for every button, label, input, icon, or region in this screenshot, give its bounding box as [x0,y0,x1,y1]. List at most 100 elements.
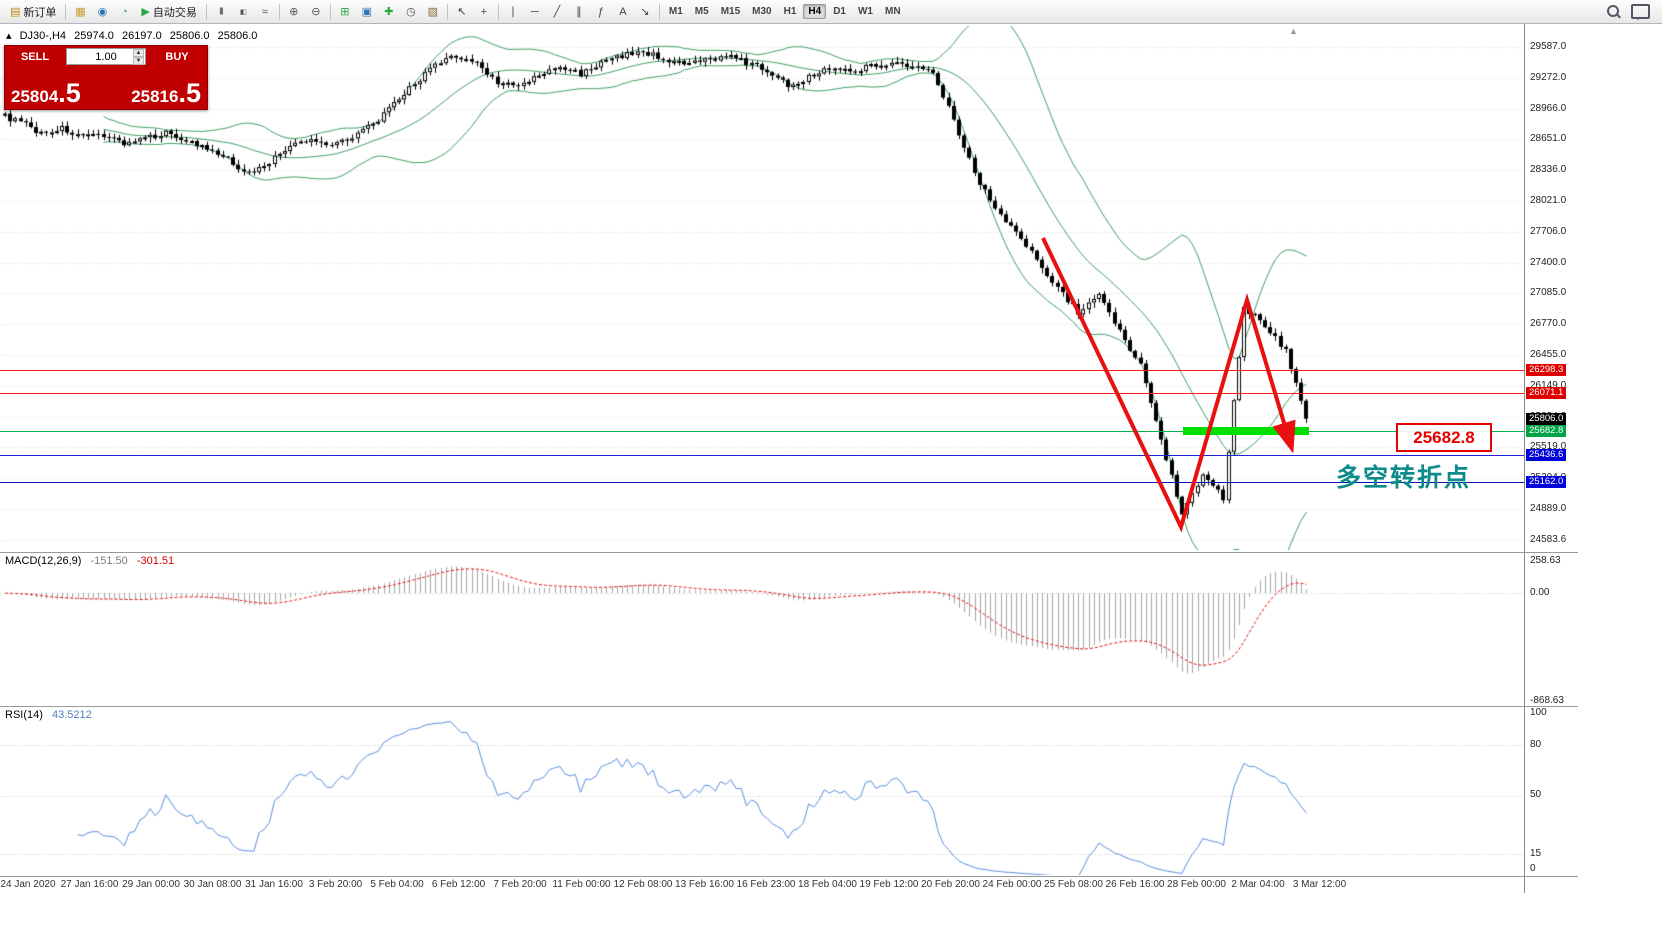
one-click-trade-panel: SELL 1.00 ▲ ▼ BUY 25804 .5 25816 .5 [4,45,208,110]
vertical-line-icon[interactable]: ∣ [510,6,516,18]
volume-spinner: ▲ ▼ [133,49,144,65]
toolbar-separator [497,3,499,20]
accounts-icon[interactable]: ◉ [97,6,108,18]
arrow-tool-icon[interactable]: ↘ [640,6,650,18]
support-line-green[interactable] [0,431,1524,432]
line-chart-mode-icon[interactable]: ≈ [261,5,268,18]
candlestick-mode-icon[interactable]: ▮▯ [240,8,247,16]
toolbar-items: ▤ 新订单 ▦ ◉ ◔ ▶ 自动交易 ||| ▮▯ ≈ ⊕ ⊖ ⊞ ▣ ✚ ◷ ▨ ↖ + ∣ ─ ╱ ∥ ƒ A ↘ M1 M5 M1… [4,2,907,22]
price-callout-box[interactable]: 25682.8 [1396,423,1492,452]
search-icon[interactable] [1606,4,1621,19]
price-macd-divider[interactable] [0,552,1578,553]
toolbar-separator [658,3,660,20]
sell-price-pips: .5 [58,78,81,109]
macd-axis-label: -868.63 [1530,695,1564,706]
time-axis-label: 29 Jan 00:00 [122,879,180,890]
timeframe-mn[interactable]: MN [884,6,901,17]
time-axis-label: 5 Feb 04:00 [370,879,424,890]
toolbar-separator [278,3,280,20]
resistance-line-1[interactable] [0,370,1524,371]
symbol-name: DJ30-,H4 [19,30,67,42]
collapse-marker-icon[interactable]: ▴ [6,30,12,42]
timeframe-m1[interactable]: M1 [668,6,683,17]
sell-button[interactable]: SELL [20,50,50,63]
support-line-blue-2[interactable] [0,482,1524,483]
new-order-button[interactable]: ▤ 新订单 [4,2,62,22]
zoom-in-icon[interactable]: ⊕ [289,6,299,18]
autotrading-label: 自动交易 [152,6,197,19]
price-axis[interactable]: 29587.0 29272.0 28966.0 28651.0 28336.0 28021… [1524,24,1662,893]
chat-icon[interactable] [1631,4,1650,20]
support-line-green-tag: 25682.8 [1526,425,1567,437]
templates-icon[interactable]: ▨ [427,6,439,18]
quotes-icon[interactable]: ▦ [75,6,86,18]
support-line-blue-1[interactable] [0,455,1524,456]
macd-axis-label: 258.63 [1530,555,1561,566]
autotrading-button[interactable]: ▶ 自动交易 [135,2,202,22]
cursor-icon[interactable]: ↖ [457,6,467,18]
timeframe-m15[interactable]: M15 [720,6,741,17]
crosshair-icon[interactable]: + [480,5,488,18]
rsi-axis-label: 50 [1530,789,1542,800]
horizontal-line-icon[interactable]: ─ [530,5,539,18]
time-axis-label: 20 Feb 20:00 [921,879,980,890]
timeframe-d1[interactable]: D1 [833,6,846,17]
cascade-windows-icon[interactable]: ▣ [361,6,373,18]
volume-down-icon[interactable]: ▼ [133,57,144,65]
buy-button[interactable]: BUY [165,50,189,63]
timeframe-h4[interactable]: H4 [803,4,827,19]
tile-windows-icon[interactable]: ⊞ [340,6,350,18]
resistance-line-1-tag: 26298.3 [1526,364,1567,376]
text-tool-icon[interactable]: A [619,5,627,18]
price-axis-label: 28336.0 [1530,164,1567,176]
time-axis-label: 13 Feb 16:00 [675,879,734,890]
price-axis-label: 27706.0 [1530,225,1567,237]
timeframe-m30[interactable]: M30 [752,6,772,17]
resistance-line-2-tag: 26071.1 [1526,387,1567,399]
volume-field[interactable]: 1.00 ▲ ▼ [66,48,146,65]
zoom-out-icon[interactable]: ⊖ [311,6,321,18]
timeframe-h1[interactable]: H1 [783,6,797,17]
ohlc-high: 26197.0 [121,30,162,42]
channel-icon[interactable]: ∥ [576,6,582,18]
time-axis-label: 6 Feb 12:00 [431,879,486,890]
trendline-icon[interactable]: ╱ [553,6,561,18]
rsi-axis-label: 0 [1530,863,1536,874]
time-axis-label: 11 Feb 00:00 [552,879,611,890]
sell-price[interactable]: 25804 .5 [11,78,81,109]
macd-axis-label: 0.00 [1530,587,1550,598]
turning-point-text[interactable]: 多空转折点 [1336,464,1472,492]
price-axis-label: 26455.0 [1530,349,1567,360]
buy-price[interactable]: 25816 .5 [131,80,201,107]
macd-rsi-divider[interactable] [0,706,1578,707]
time-axis-label: 24 Feb 00:00 [982,879,1042,890]
time-axis-label: 30 Jan 08:00 [183,879,242,890]
price-axis-label: 29587.0 [1530,41,1567,52]
rsi-value: 43.5212 [51,709,92,721]
toolbar-separator [329,3,331,20]
symbol-header: ▴ DJ30-,H4 25974.0 26197.0 25806.0 25806… [6,29,262,42]
toolbar-right-group [1606,4,1658,20]
new-order-label: 新订单 [23,6,57,19]
resistance-line-2[interactable] [0,393,1524,394]
macd-signal-value: -301.51 [136,555,175,567]
bar-chart-mode-icon[interactable]: ||| [219,8,223,15]
indicators-icon[interactable]: ✚ [384,6,394,18]
fibonacci-icon[interactable]: ƒ [597,5,604,18]
timeframe-w1[interactable]: W1 [857,6,873,17]
volume-value[interactable]: 1.00 [95,50,117,63]
time-axis-label: 24 Jan 2020 [0,879,56,890]
refresh-icon[interactable]: ◔ [121,5,128,18]
macd-name: MACD(12,26,9) [5,555,82,567]
support-highlight-bar[interactable] [1183,427,1309,435]
price-axis-label: 24889.0 [1530,503,1567,514]
price-axis-label: 25519.0 [1530,441,1567,453]
timeframe-m5[interactable]: M5 [694,6,709,17]
volume-up-icon[interactable]: ▲ [133,49,144,57]
toolbar-separator [205,3,207,20]
chart-shift-marker-icon[interactable]: ▲ [1289,26,1298,36]
rsi-timeaxis-divider [0,876,1578,877]
periods-icon[interactable]: ◷ [406,6,416,18]
